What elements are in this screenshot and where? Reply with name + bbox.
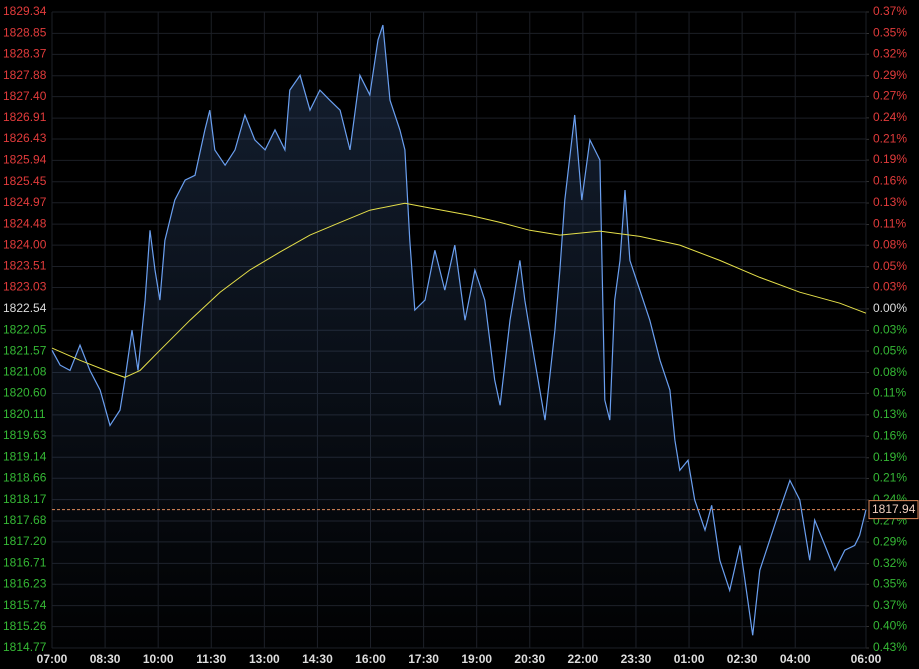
x-tick-label: 10:00 [143,652,174,666]
x-tick-label: 16:00 [355,652,386,666]
x-tick-label: 20:30 [514,652,545,666]
y2-tick-label: 0.37% [873,598,907,612]
x-tick-label: 14:30 [302,652,333,666]
moving-average-line [51,202,867,378]
y2-tick-label: 0.27% [873,89,907,103]
y2-tick-label: 0.43% [873,640,907,654]
y-tick-label: 1820.11 [3,407,46,421]
y2-tick-label: 0.35% [873,26,907,40]
y-tick-label: 1819.63 [3,428,47,442]
last-price-box [868,500,919,520]
y2-tick-label: 0.19% [873,450,907,464]
y2-tick-label: 0.13% [873,195,907,209]
y2-tick-label: 0.13% [873,407,907,421]
x-tick-label: 04:00 [780,652,811,666]
y2-tick-label: 0.03% [873,280,907,294]
y2-tick-label: 0.21% [873,132,907,146]
x-tick-label: 02:30 [727,652,758,666]
y-tick-label: 1829.34 [3,4,47,18]
y2-tick-label: 0.29% [873,68,907,82]
y-tick-label: 1816.23 [3,576,47,590]
y-tick-label: 1816.71 [3,555,47,569]
y2-tick-label: 0.11% [873,217,906,231]
y-tick-label: 1826.43 [3,131,47,145]
y-tick-label: 1822.54 [3,301,47,315]
y2-tick-label: 0.32% [873,556,907,570]
x-tick-label: 23:30 [621,652,652,666]
x-tick-label: 11:30 [196,652,226,666]
y-tick-label: 1819.14 [3,449,47,463]
y-tick-label: 1820.60 [3,386,47,400]
y-tick-label: 1817.20 [3,534,47,548]
y2-tick-label: 0.11% [873,385,906,399]
x-tick-label: 06:00 [851,652,882,666]
y2-tick-label: 0.05% [873,343,907,357]
y2-tick-label: 0.16% [873,174,907,188]
y2-tick-label: 0.08% [873,237,907,251]
y-tick-label: 1823.51 [3,259,47,273]
y2-tick-label: 0.21% [873,471,907,485]
x-tick-label: 08:30 [90,652,121,666]
y-tick-label: 1826.91 [3,110,47,124]
y-tick-label: 1824.00 [3,237,47,251]
y-tick-label: 1825.94 [3,153,47,167]
price-area [52,25,866,649]
price-line [51,24,867,636]
y2-tick-label: 0.00% [873,301,907,315]
y-tick-label: 1824.97 [3,195,47,209]
y-tick-label: 1827.40 [3,89,47,103]
y-tick-label: 1818.17 [3,492,47,506]
y-tick-label: 1818.66 [3,470,47,484]
y-tick-label: 1823.03 [3,280,47,294]
y-tick-label: 1815.74 [3,598,47,612]
y-tick-label: 1827.88 [3,68,47,82]
y2-tick-label: 0.05% [873,259,907,273]
y2-tick-label: 0.24% [873,110,907,124]
y2-tick-label: 0.29% [873,534,907,548]
y2-tick-label: 0.08% [873,365,907,379]
y2-tick-label: 0.37% [873,4,907,18]
y2-tick-label: 0.35% [873,576,907,590]
x-tick-label: 07:00 [37,652,68,666]
y2-tick-label: 0.16% [873,428,907,442]
y-tick-label: 1825.45 [3,174,47,188]
x-tick-label: 19:00 [461,652,492,666]
x-tick-label: 17:30 [408,652,439,666]
y2-tick-label: 0.03% [873,323,907,337]
y-tick-label: 1814.77 [3,640,47,654]
x-tick-label: 13:00 [249,652,280,666]
y2-tick-label: 0.19% [873,152,907,166]
y-tick-label: 1828.37 [3,47,47,61]
last-price-label: 1817.94 [872,502,916,516]
y-tick-label: 1824.48 [3,216,47,230]
y-tick-label: 1817.68 [3,513,47,527]
x-tick-label: 22:00 [568,652,599,666]
y-tick-label: 1822.05 [3,322,47,336]
y2-tick-label: 0.40% [873,619,907,633]
y-tick-label: 1821.08 [3,365,47,379]
y-tick-label: 1828.85 [3,26,47,40]
y-tick-label: 1821.57 [3,343,47,357]
y2-tick-label: 0.32% [873,46,907,60]
x-tick-label: 01:00 [674,652,705,666]
y-tick-label: 1815.26 [3,619,47,633]
